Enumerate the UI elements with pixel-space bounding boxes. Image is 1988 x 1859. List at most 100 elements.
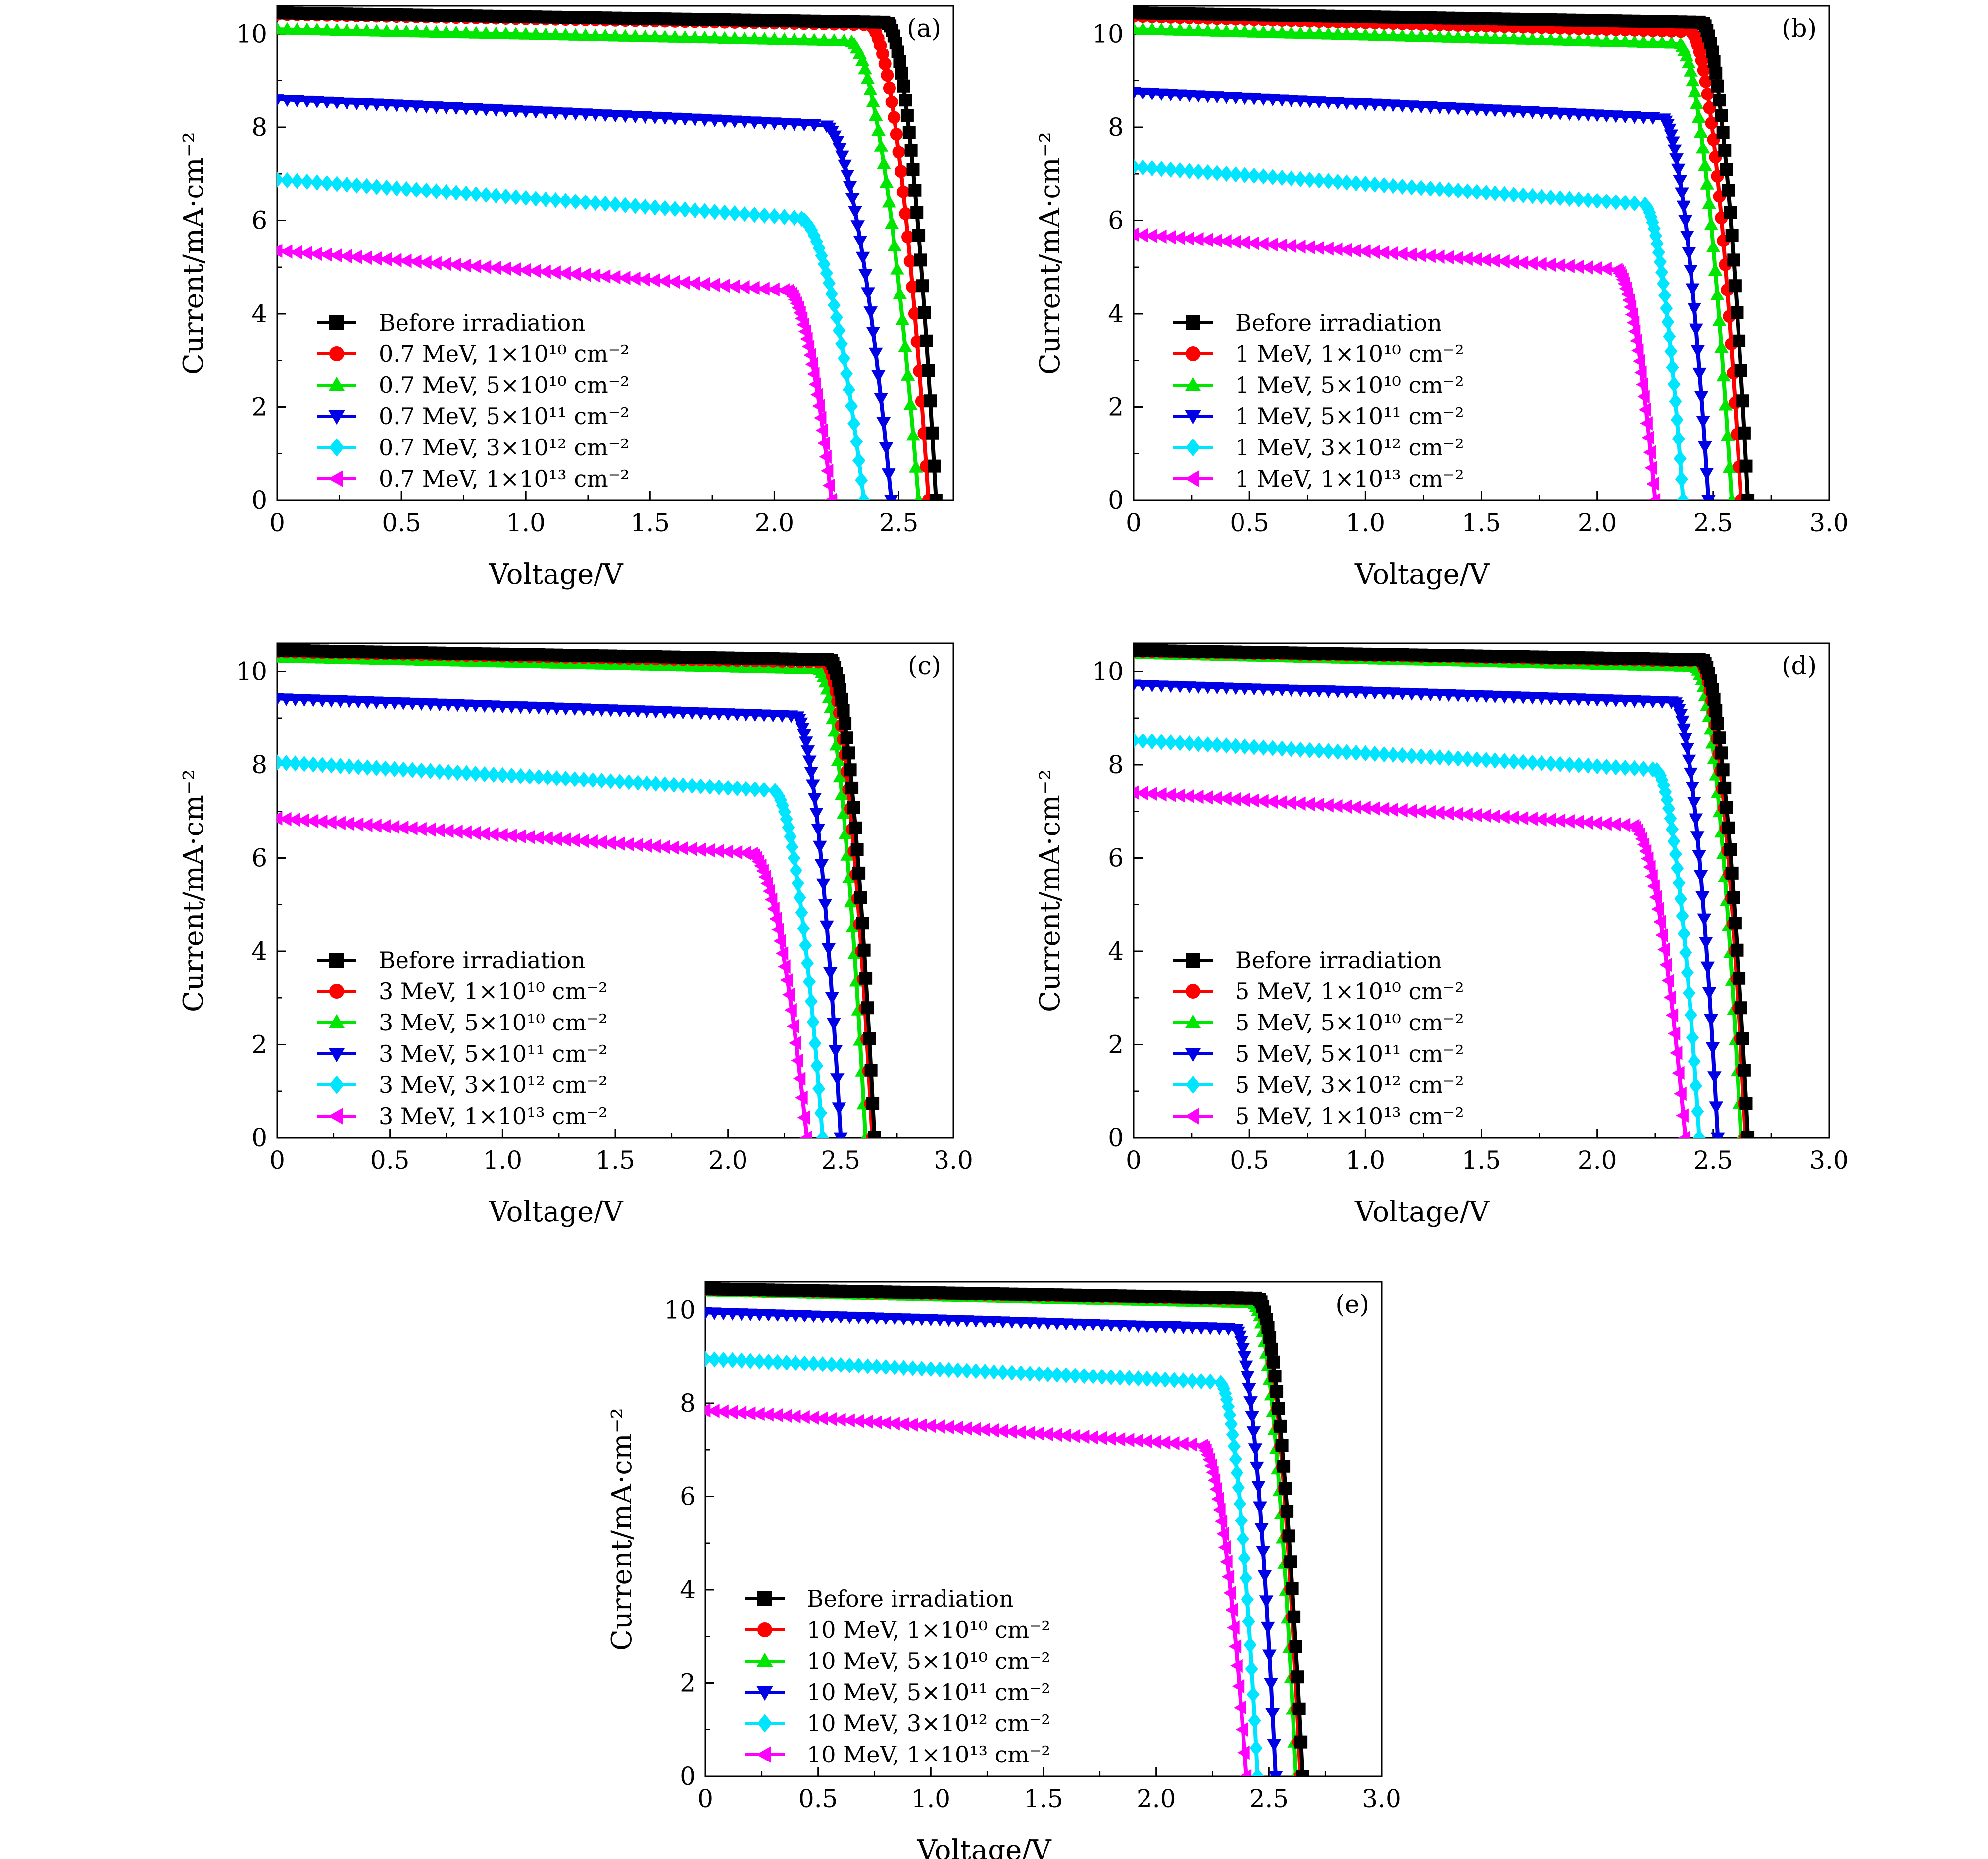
data-point [1191,232,1204,246]
data-point [707,278,720,292]
data-point [817,436,830,450]
legend-entry: 10 MeV, 5×10¹¹ cm⁻² [745,1679,1050,1706]
data-point [1553,33,1568,46]
data-point [780,1354,793,1371]
data-point [1268,1370,1282,1383]
data-point [1167,1321,1182,1334]
data-point [1203,1322,1218,1335]
data-point [1734,364,1747,377]
data-point [1657,275,1670,292]
legend-marker [328,410,345,425]
data-point [884,495,898,500]
data-point [1340,686,1354,699]
data-point [568,28,583,41]
data-point [797,920,810,937]
data-point [1703,101,1716,114]
data-point [1251,1481,1266,1494]
data-point [1655,928,1668,942]
data-point [721,780,735,796]
legend-label: 3 MeV, 1×10¹⁰ cm⁻² [379,978,608,1005]
data-point [1163,230,1176,245]
data-point [479,26,494,39]
data-point [1104,1320,1118,1332]
data-point [1177,1372,1190,1389]
data-point [496,700,510,714]
data-point [891,45,904,58]
data-point [1608,694,1623,708]
data-point [1608,34,1623,47]
legend-label: 0.7 MeV, 5×10¹¹ cm⁻² [379,403,629,430]
data-point [832,143,847,156]
data-point [1736,1032,1749,1045]
data-point [469,26,484,39]
x-tick-label: 2.5 [1249,1784,1289,1813]
data-point [359,98,374,111]
data-point [1136,680,1150,692]
data-point [734,1308,749,1321]
x-tick-label: 0.5 [1230,508,1269,537]
y-tick-label: 8 [680,1389,696,1418]
data-point [851,1414,864,1428]
data-point [1685,283,1700,296]
data-point [1599,694,1614,707]
legend-entry: Before irradiation [317,309,586,336]
data-point [1709,1101,1724,1114]
data-point [1262,1649,1277,1662]
data-point [439,257,451,271]
legend-entry: 5 MeV, 5×10¹⁰ cm⁻² [1173,1009,1464,1036]
series-5 [705,1403,1252,1776]
data-point [879,442,894,455]
data-point [1246,236,1259,250]
data-point [1229,1451,1242,1468]
data-point [786,838,799,855]
data-point [1004,1316,1019,1329]
data-point [791,1053,803,1068]
data-point [1515,811,1529,826]
data-point [1292,1702,1306,1715]
data-point [1711,717,1724,730]
x-tick-label: 2.0 [1137,1784,1176,1813]
data-point [300,7,314,20]
data-point [648,199,662,216]
data-point [1260,1621,1275,1635]
data-point [677,275,691,290]
data-point [1720,163,1733,176]
data-point [904,144,918,157]
data-point [1163,23,1178,36]
data-point [1687,303,1701,316]
data-point [1284,684,1298,697]
data-point [1441,806,1454,821]
data-point [523,768,536,785]
data-point [1590,816,1603,831]
data-point [1679,944,1692,961]
data-point [360,696,375,709]
series-5 [277,811,812,1138]
data-point [1710,288,1725,300]
data-point [603,835,616,850]
data-point [902,126,916,139]
data-point [1733,334,1746,347]
data-point [1694,391,1709,404]
data-point [1497,254,1510,269]
data-point [350,817,364,832]
data-point [370,760,383,776]
data-point [1281,1505,1294,1518]
data-point [906,428,921,441]
data-point [803,348,816,363]
data-point [797,1310,812,1323]
data-point [340,97,354,110]
data-point [1691,110,1706,123]
data-point [432,823,445,837]
data-point [1707,55,1721,68]
data-point [768,14,781,27]
data-point [815,1411,828,1426]
data-point [835,692,848,706]
data-point [1722,460,1737,473]
series-2 [277,650,871,1138]
data-point [860,1312,875,1325]
data-point [678,113,692,126]
data-point [1689,323,1703,336]
data-point [370,179,383,195]
data-point [1182,789,1194,804]
data-point [320,23,334,36]
